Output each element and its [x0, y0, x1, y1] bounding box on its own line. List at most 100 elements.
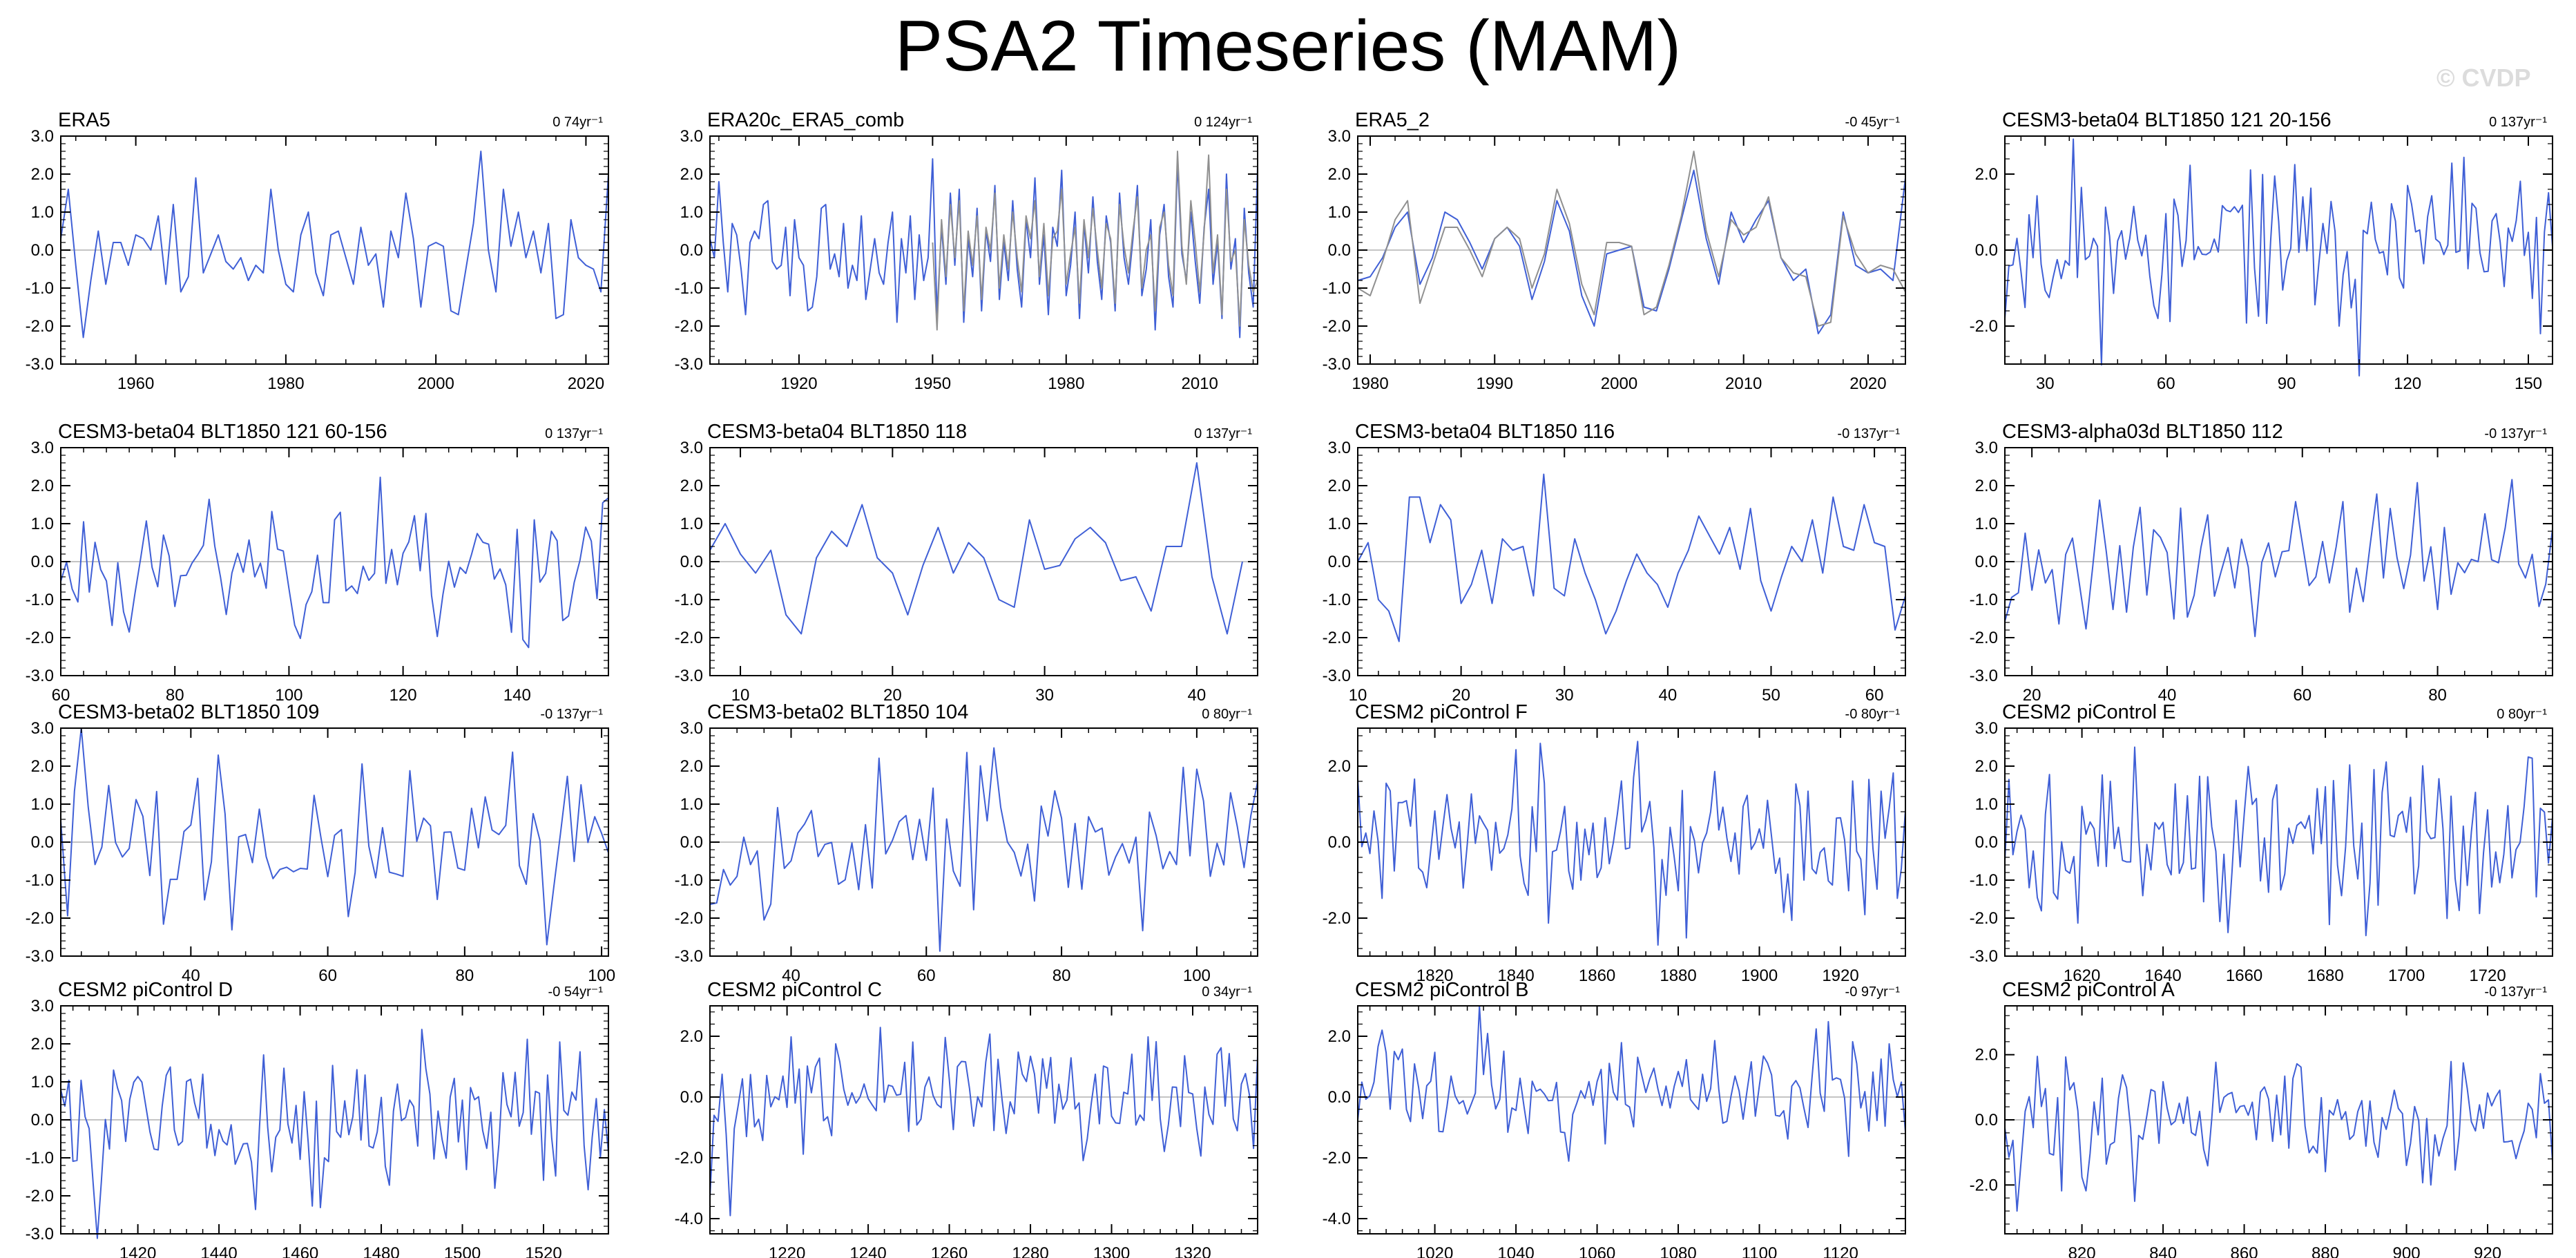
y-tick-label: -2.0	[675, 909, 703, 928]
y-tick-label: -1.0	[26, 591, 54, 609]
x-tick-label: 40	[782, 966, 800, 985]
series-line	[60, 476, 609, 649]
y-tick-label: -2.0	[26, 909, 54, 928]
y-tick-label: 0.0	[680, 1088, 703, 1107]
series-line	[2004, 479, 2553, 638]
series-line	[2004, 1056, 2553, 1212]
panel-16: CESM2 piControl A -0 137yr⁻¹ 820 840 860 880 9…	[1970, 979, 2553, 1258]
y-tick-label: -1.0	[675, 591, 703, 609]
y-tick-label: -1.0	[1970, 871, 1998, 890]
x-tick-label: 60	[2293, 686, 2311, 705]
y-tick-label: 2.0	[1975, 757, 1998, 776]
panel-title: CESM3-beta02 BLT1850 104	[707, 701, 968, 723]
panel-title: ERA5	[58, 109, 110, 131]
x-tick-label: 90	[2278, 374, 2296, 393]
y-tick-label: 1.0	[31, 515, 54, 533]
x-tick-label: 100	[1183, 966, 1211, 985]
series-line-secondary	[932, 151, 1258, 331]
x-tick-label: 1680	[2307, 966, 2343, 985]
y-tick-label: 0.0	[31, 553, 54, 571]
x-tick-label: 1320	[1174, 1244, 1211, 1258]
trend-label: -0 137yr⁻¹	[2484, 984, 2547, 1000]
y-tick-label: 0.0	[1328, 241, 1351, 260]
y-tick-label: -3.0	[26, 1225, 54, 1243]
x-tick-label: 2000	[1601, 374, 1637, 393]
panel-3: ERA5_2 -0 45yr⁻¹ 1980 1990 2000 2010 2020 3.0 2.…	[1323, 109, 1906, 393]
y-tick-label: 2.0	[1328, 477, 1351, 495]
panel-title: CESM3-beta04 BLT1850 121 20-156	[2002, 109, 2332, 131]
panel-1: ERA5 0 74yr⁻¹ 1960 1980 2000 2020 3.0 2.0 1.0 0.0…	[26, 109, 609, 393]
y-tick-label: 2.0	[1975, 1046, 1998, 1065]
x-tick-label: 920	[2474, 1244, 2501, 1258]
x-tick-label: 1920	[780, 374, 817, 393]
panel-title: CESM2 piControl B	[1355, 979, 1528, 1001]
x-tick-label: 80	[1052, 966, 1071, 985]
y-tick-label: 0.0	[680, 833, 703, 852]
trend-label: -0 97yr⁻¹	[1845, 984, 1901, 1000]
y-tick-label: -1.0	[675, 871, 703, 890]
y-tick-label: -1.0	[26, 1149, 54, 1168]
x-tick-label: 900	[2393, 1244, 2421, 1258]
x-tick-label: 60	[917, 966, 936, 985]
y-tick-label: -1.0	[26, 871, 54, 890]
trend-label: -0 137yr⁻¹	[2484, 426, 2547, 441]
trend-label: 0 137yr⁻¹	[2489, 115, 2547, 130]
x-tick-label: 2000	[417, 374, 454, 393]
panel-title: CESM2 piControl A	[2002, 979, 2175, 1001]
y-tick-label: -2.0	[1323, 909, 1351, 928]
x-tick-label: 120	[390, 686, 417, 705]
x-tick-label: 60	[1865, 686, 1884, 705]
y-tick-label: 2.0	[1328, 757, 1351, 776]
y-tick-label: -3.0	[675, 947, 703, 966]
figure-title: PSA2 Timeseries (MAM)	[894, 6, 1682, 86]
x-tick-label: 1440	[200, 1244, 237, 1258]
x-tick-label: 1620	[2064, 966, 2100, 985]
y-tick-label: -1.0	[1323, 591, 1351, 609]
x-tick-label: 140	[503, 686, 531, 705]
x-tick-label: 100	[275, 686, 302, 705]
x-tick-label: 10	[731, 686, 750, 705]
y-tick-label: 3.0	[31, 127, 54, 146]
x-tick-label: 1240	[849, 1244, 886, 1258]
y-tick-label: 3.0	[680, 719, 703, 738]
x-tick-label: 1840	[1497, 966, 1534, 985]
panel-9: CESM3-beta02 BLT1850 109 -0 137yr⁻¹ 40 60 80…	[26, 701, 615, 985]
x-tick-label: 1500	[444, 1244, 481, 1258]
y-tick-label: 2.0	[680, 165, 703, 184]
x-tick-label: 1960	[117, 374, 154, 393]
y-tick-label: -3.0	[675, 667, 703, 685]
x-tick-label: 120	[2394, 374, 2421, 393]
x-tick-label: 1040	[1497, 1244, 1534, 1258]
panel-7: CESM3-beta04 BLT1850 116 -0 137yr⁻¹ 10 20 30…	[1323, 421, 1906, 705]
y-tick-label: 2.0	[1328, 165, 1351, 184]
x-tick-label: 50	[1762, 686, 1780, 705]
x-tick-label: 60	[2157, 374, 2175, 393]
x-tick-label: 40	[1659, 686, 1678, 705]
y-tick-label: -2.0	[1970, 629, 1998, 647]
y-tick-label: 2.0	[680, 1027, 703, 1046]
panel-title: CESM2 piControl F	[1355, 701, 1528, 723]
y-tick-label: -2.0	[1970, 909, 1998, 928]
plot-frame	[1357, 1005, 1906, 1235]
panel-title: ERA5_2	[1355, 109, 1430, 131]
panel-14: CESM2 piControl C 0 34yr⁻¹ 1220 1240 1260 128…	[675, 979, 1258, 1258]
x-tick-label: 20	[883, 686, 902, 705]
y-tick-label: -1.0	[1323, 279, 1351, 298]
y-tick-label: 3.0	[31, 439, 54, 457]
panel-13: CESM2 piControl D -0 54yr⁻¹ 1420 1440 1460 14…	[26, 979, 609, 1258]
series-line	[709, 1027, 1258, 1217]
y-tick-label: 3.0	[1328, 439, 1351, 457]
y-tick-label: -3.0	[26, 947, 54, 966]
y-tick-label: 3.0	[1975, 719, 1998, 738]
y-tick-label: 2.0	[680, 477, 703, 495]
y-tick-label: -1.0	[26, 279, 54, 298]
panel-title: CESM3-alpha03d BLT1850 112	[2002, 421, 2283, 443]
series-line	[60, 151, 609, 339]
y-tick-label: -2.0	[1323, 1149, 1351, 1168]
x-tick-label: 100	[588, 966, 615, 985]
x-tick-label: 1100	[1742, 1244, 1778, 1258]
y-tick-label: -1.0	[1970, 591, 1998, 609]
y-tick-label: -3.0	[26, 667, 54, 685]
x-tick-label: 30	[1035, 686, 1054, 705]
x-tick-label: 2020	[568, 374, 604, 393]
